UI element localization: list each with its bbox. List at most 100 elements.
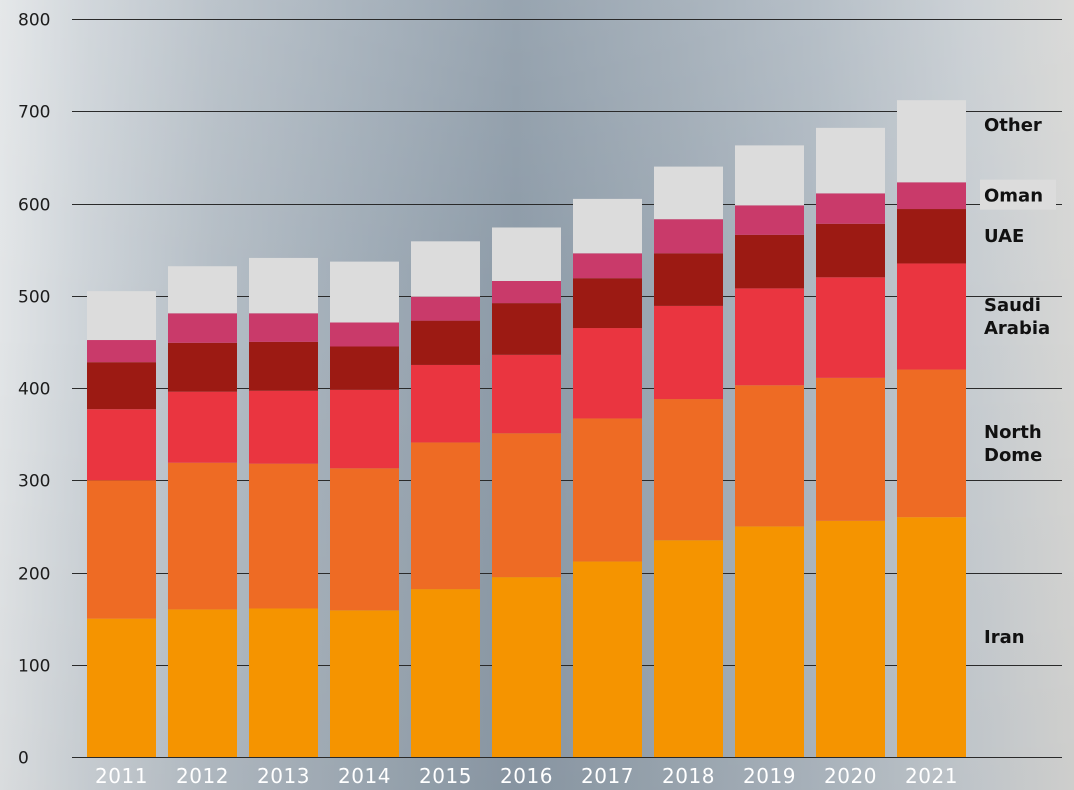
bar-stack-2021 — [897, 100, 966, 757]
bar-north-dome-2013 — [249, 463, 318, 609]
series-label-uae: UAE — [984, 226, 1024, 247]
bar-uae-2016 — [492, 303, 561, 355]
x-tick-label: 2020 — [824, 764, 877, 788]
bar-north-dome-2021 — [897, 369, 966, 518]
bar-uae-2015 — [411, 320, 480, 365]
bar-oman-2016 — [492, 280, 561, 304]
bar-other-2013 — [249, 257, 318, 314]
bar-saudi-arabia-2019 — [735, 288, 804, 386]
y-tick-label: 200 — [18, 565, 50, 585]
bar-north-dome-2011 — [87, 480, 156, 619]
bar-north-dome-2020 — [816, 377, 885, 521]
bar-iran-2014 — [330, 610, 399, 757]
bar-stack-2016 — [492, 227, 561, 757]
bar-saudi-arabia-2012 — [168, 391, 237, 463]
y-tick-label: 500 — [18, 288, 50, 308]
bar-north-dome-2016 — [492, 433, 561, 578]
y-tick-label: 700 — [18, 103, 50, 123]
bar-oman-2014 — [330, 322, 399, 347]
bar-other-2017 — [573, 198, 642, 254]
bar-saudi-arabia-2018 — [654, 305, 723, 400]
bar-saudi-arabia-2014 — [330, 389, 399, 469]
bar-saudi-arabia-2020 — [816, 277, 885, 378]
bar-stack-2020 — [816, 127, 885, 757]
bar-uae-2012 — [168, 342, 237, 392]
bar-north-dome-2015 — [411, 442, 480, 590]
oman-label-box — [980, 179, 1056, 210]
bar-north-dome-2017 — [573, 418, 642, 562]
series-labels: Iran North Dome Saudi Arabia UAE Oman Other — [980, 115, 1056, 648]
y-tick-label: 100 — [18, 657, 50, 677]
bar-uae-2020 — [816, 223, 885, 278]
y-tick-label: 0 — [18, 749, 29, 769]
bar-stack-2017 — [573, 198, 642, 757]
bar-iran-2019 — [735, 526, 804, 757]
bar-iran-2012 — [168, 609, 237, 757]
bar-other-2016 — [492, 227, 561, 281]
series-label-other: Other — [984, 115, 1042, 136]
x-tick-label: 2016 — [500, 764, 553, 788]
x-tick-label: 2012 — [176, 764, 229, 788]
x-tick-label: 2019 — [743, 764, 796, 788]
y-tick-label: 300 — [18, 472, 50, 492]
x-tick-label: 2015 — [419, 764, 472, 788]
bars — [87, 100, 966, 757]
x-tick-label: 2018 — [662, 764, 715, 788]
series-label-iran: Iran — [984, 627, 1025, 648]
bar-north-dome-2018 — [654, 399, 723, 541]
x-axis-ticks: 2011 2012 2013 2014 2015 2016 2017 2018 2019 2020… — [95, 764, 957, 788]
bar-oman-2021 — [897, 182, 966, 210]
bar-other-2012 — [168, 266, 237, 314]
bar-stack-2019 — [735, 145, 804, 757]
x-tick-label: 2011 — [95, 764, 148, 788]
x-tick-label: 2014 — [338, 764, 391, 788]
x-tick-label: 2013 — [257, 764, 310, 788]
series-label-oman: Oman — [984, 186, 1043, 207]
bar-uae-2011 — [87, 362, 156, 410]
bar-iran-2017 — [573, 561, 642, 757]
bar-other-2019 — [735, 145, 804, 206]
bar-stack-2013 — [249, 257, 318, 757]
bar-oman-2015 — [411, 296, 480, 321]
bar-uae-2014 — [330, 346, 399, 390]
series-label-north-dome: North Dome — [984, 422, 1042, 466]
bar-saudi-arabia-2011 — [87, 409, 156, 481]
bar-oman-2018 — [654, 219, 723, 254]
bar-oman-2017 — [573, 253, 642, 279]
bar-iran-2015 — [411, 589, 480, 757]
bar-oman-2013 — [249, 313, 318, 342]
bar-north-dome-2019 — [735, 385, 804, 527]
bar-stack-2012 — [168, 266, 237, 757]
bar-other-2015 — [411, 241, 480, 297]
bar-other-2014 — [330, 261, 399, 323]
bar-other-2021 — [897, 100, 966, 183]
bar-other-2011 — [87, 291, 156, 341]
bar-iran-2013 — [249, 608, 318, 757]
bar-uae-2018 — [654, 253, 723, 306]
y-tick-label: 800 — [18, 11, 50, 31]
bar-iran-2018 — [654, 540, 723, 757]
bar-iran-2021 — [897, 517, 966, 757]
bar-uae-2013 — [249, 341, 318, 391]
bar-north-dome-2012 — [168, 462, 237, 610]
bar-stack-2014 — [330, 261, 399, 757]
bar-stack-2015 — [411, 241, 480, 757]
y-axis-ticks: 0 100 200 300 400 500 600 700 800 — [18, 11, 50, 769]
bar-iran-2016 — [492, 577, 561, 757]
y-tick-label: 600 — [18, 196, 50, 216]
bar-saudi-arabia-2017 — [573, 328, 642, 419]
bar-oman-2019 — [735, 205, 804, 235]
bar-other-2020 — [816, 127, 885, 194]
bar-oman-2012 — [168, 313, 237, 343]
bar-iran-2011 — [87, 618, 156, 757]
series-label-saudi-arabia: Saudi Arabia — [984, 295, 1050, 339]
y-tick-label: 400 — [18, 380, 50, 400]
x-tick-label: 2017 — [581, 764, 634, 788]
bar-uae-2019 — [735, 234, 804, 289]
bar-uae-2017 — [573, 278, 642, 329]
bar-uae-2021 — [897, 209, 966, 264]
bar-stack-2018 — [654, 166, 723, 757]
bar-north-dome-2014 — [330, 468, 399, 611]
